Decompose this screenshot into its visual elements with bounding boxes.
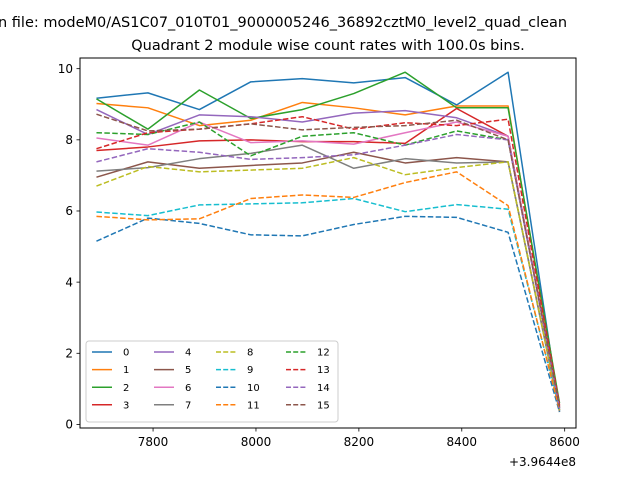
series-line-11 [96, 171, 561, 411]
chart-suptitle: n file: modeM0/AS1C07_010T01_9000005246_… [0, 15, 567, 31]
series-line-6 [96, 121, 561, 407]
x-offset-label: +3.9644e8 [509, 455, 576, 469]
legend-label-6: 6 [185, 383, 191, 394]
legend-label-2: 2 [123, 383, 129, 394]
legend-label-8: 8 [247, 348, 253, 359]
x-tick-label: 8600 [549, 435, 580, 449]
legend-label-1: 1 [123, 365, 129, 376]
series-line-15 [96, 113, 561, 407]
chart-title: Quadrant 2 module wise count rates with … [131, 38, 525, 54]
y-tick-label: 2 [65, 346, 73, 360]
series-line-12 [96, 121, 561, 407]
legend-label-14: 14 [317, 383, 330, 394]
legend-label-3: 3 [123, 400, 129, 411]
y-tick-label: 6 [65, 204, 73, 218]
series-line-9 [96, 197, 561, 409]
plot-frame [79, 57, 577, 429]
legend-label-0: 0 [123, 348, 129, 359]
legend-label-9: 9 [247, 365, 253, 376]
legend-label-15: 15 [317, 400, 330, 411]
y-tick-label: 8 [65, 133, 73, 147]
legend-label-4: 4 [185, 348, 191, 359]
y-tick-label: 10 [58, 62, 73, 76]
x-tick-label: 8400 [447, 435, 478, 449]
legend-label-5: 5 [185, 365, 191, 376]
y-tick-label: 4 [65, 275, 73, 289]
series-line-0 [96, 71, 561, 412]
legend-label-11: 11 [247, 400, 260, 411]
series-line-4 [96, 108, 561, 409]
x-axis: 7800 8000 8200 8400 8600 [138, 428, 580, 449]
series-line-13 [96, 115, 561, 406]
legend-label-10: 10 [247, 383, 260, 394]
legend-label-13: 13 [317, 365, 330, 376]
y-tick-label: 0 [65, 418, 73, 432]
x-tick-label: 7800 [138, 435, 169, 449]
series-line-10 [96, 215, 561, 413]
series-line-1 [96, 101, 561, 409]
series-line-8 [96, 156, 561, 411]
x-tick-label: 8000 [241, 435, 272, 449]
x-tick-label: 8200 [344, 435, 375, 449]
y-axis: 0 2 4 6 8 10 [58, 62, 80, 432]
series-line-14 [96, 133, 561, 409]
series-line-2 [96, 71, 561, 404]
series-line-5 [96, 151, 561, 411]
legend-label-7: 7 [185, 400, 191, 411]
plot-lines [96, 71, 561, 413]
legend-label-12: 12 [317, 348, 330, 359]
legend-box [85, 340, 339, 423]
